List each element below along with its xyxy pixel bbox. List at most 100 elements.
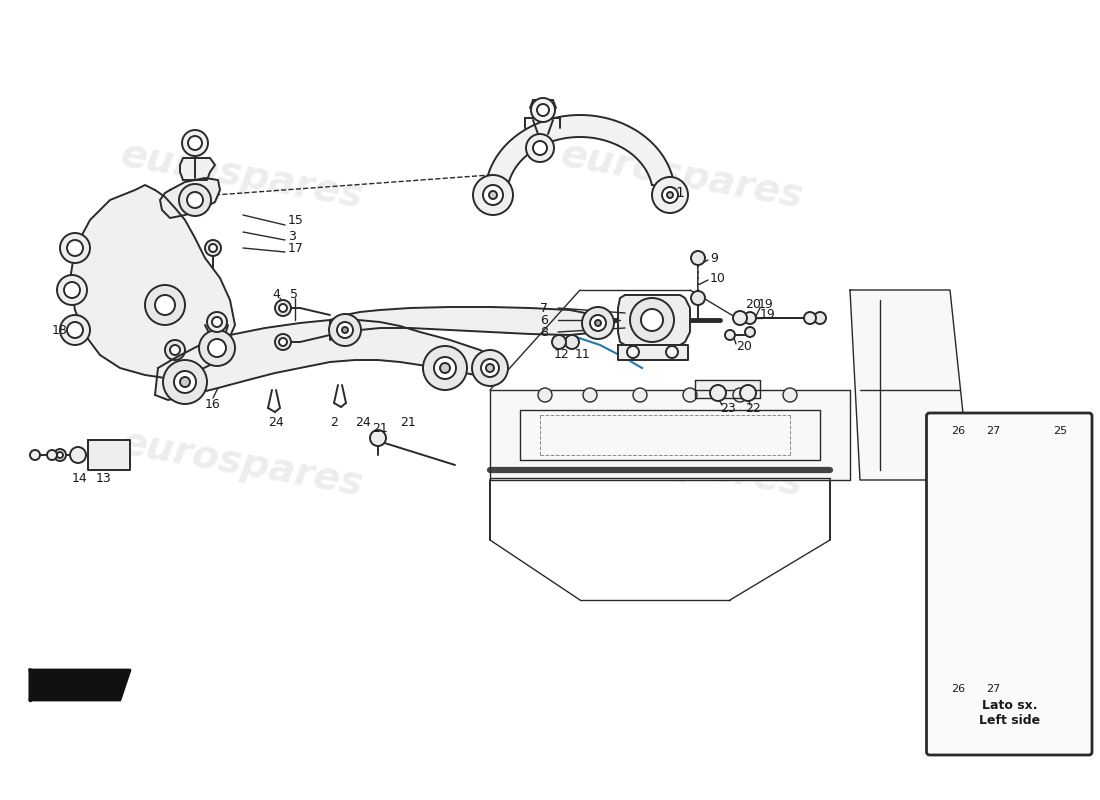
Text: 3: 3 [288,230,296,243]
Circle shape [632,388,647,402]
Text: 20: 20 [736,341,752,354]
Text: 13: 13 [96,471,112,485]
Text: 12: 12 [554,349,570,362]
Circle shape [54,449,66,461]
Circle shape [733,388,747,402]
Circle shape [145,285,185,325]
Text: 27: 27 [987,684,1000,694]
Text: 17: 17 [288,242,304,254]
Circle shape [733,311,747,325]
Text: eurospares: eurospares [118,424,366,504]
Circle shape [1015,477,1028,491]
Circle shape [279,304,287,312]
Circle shape [207,312,227,332]
Text: 24: 24 [355,417,371,430]
Circle shape [60,233,90,263]
Text: 7: 7 [540,302,548,314]
Text: 11: 11 [575,349,591,362]
Circle shape [538,388,552,402]
Text: 6: 6 [540,314,548,326]
Polygon shape [160,178,220,218]
Text: 27: 27 [987,426,1000,436]
Circle shape [1059,450,1071,462]
Circle shape [155,295,175,315]
Circle shape [691,251,705,265]
Text: 14: 14 [72,471,88,485]
Circle shape [440,363,450,373]
Circle shape [691,291,705,305]
Text: 8: 8 [540,326,548,338]
Circle shape [67,240,82,256]
Circle shape [47,450,57,460]
Text: 24: 24 [268,417,284,430]
Circle shape [667,192,673,198]
Circle shape [370,430,386,446]
Circle shape [531,98,556,122]
Circle shape [329,314,361,346]
Circle shape [740,385,756,401]
Circle shape [1059,500,1071,512]
Circle shape [209,244,217,252]
Circle shape [182,130,208,156]
Circle shape [641,309,663,331]
Circle shape [424,346,468,390]
Text: eurospares: eurospares [118,136,366,216]
Text: 9: 9 [710,251,718,265]
Circle shape [534,141,547,155]
Circle shape [630,298,674,342]
Text: 20: 20 [745,298,761,311]
Circle shape [64,282,80,298]
Circle shape [60,315,90,345]
Circle shape [275,334,292,350]
Circle shape [67,322,82,338]
Text: 15: 15 [288,214,304,226]
Circle shape [804,312,816,324]
Circle shape [526,134,554,162]
Text: 23: 23 [720,402,736,414]
Circle shape [582,307,614,339]
Polygon shape [330,307,605,340]
Polygon shape [155,320,495,400]
Circle shape [180,377,190,387]
Polygon shape [695,380,760,398]
Circle shape [179,184,211,216]
Circle shape [275,300,292,316]
Text: 26: 26 [952,426,966,436]
Circle shape [552,335,567,349]
Circle shape [744,312,756,324]
Circle shape [662,187,678,203]
Text: 2: 2 [330,417,338,430]
Circle shape [627,346,639,358]
Circle shape [57,275,87,305]
Circle shape [590,315,606,331]
Circle shape [1019,481,1025,487]
Text: 16: 16 [205,398,221,411]
Text: 25: 25 [1053,426,1067,436]
Circle shape [170,345,180,355]
Circle shape [583,388,597,402]
Circle shape [565,335,579,349]
Circle shape [70,447,86,463]
Circle shape [472,350,508,386]
Circle shape [57,452,63,458]
Circle shape [710,385,726,401]
Circle shape [212,317,222,327]
Circle shape [993,476,1010,492]
Polygon shape [30,670,130,700]
Circle shape [165,340,185,360]
Polygon shape [618,345,688,360]
Text: eurospares: eurospares [558,424,806,504]
Circle shape [205,240,221,256]
Polygon shape [88,440,130,470]
Text: 19: 19 [760,309,775,322]
Circle shape [473,175,513,215]
Polygon shape [850,290,970,480]
Circle shape [683,388,697,402]
Circle shape [595,320,601,326]
Text: 1: 1 [675,186,684,200]
Circle shape [652,177,688,213]
Circle shape [188,136,202,150]
Polygon shape [618,295,690,345]
Circle shape [483,185,503,205]
Circle shape [199,330,235,366]
